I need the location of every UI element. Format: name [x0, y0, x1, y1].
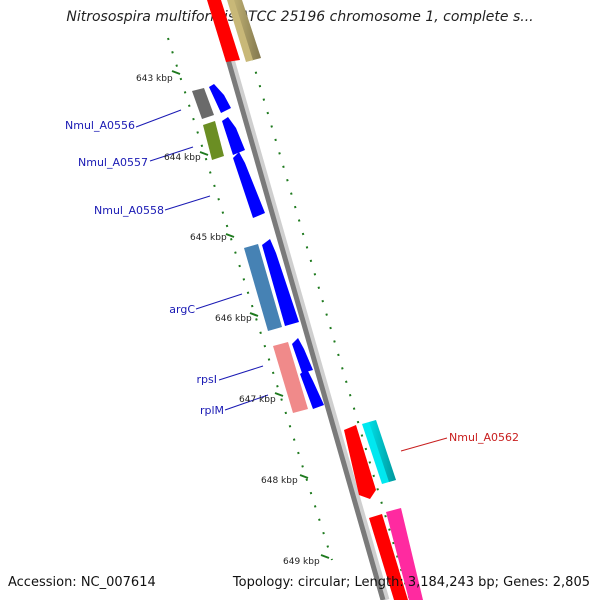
gene-label-nmul-a0556[interactable]: Nmul_A0556	[65, 119, 135, 132]
callout-lines	[135, 109, 269, 411]
tick-marks	[171, 70, 330, 559]
gene-cyan-nmul-a0562-shade	[369, 420, 396, 482]
callout-nmul-a0558	[164, 195, 211, 211]
gene-label-nmul-a0562[interactable]: Nmul_A0562	[449, 431, 519, 444]
gene-cds-nmul-a0558	[233, 152, 265, 218]
backbone	[208, 0, 386, 600]
tick-label-645: 645 kbp	[190, 233, 227, 243]
tick-649	[320, 554, 330, 559]
callout-argc	[195, 293, 243, 310]
map-title: Nitrosospira multiformis ATCC 25196 chro…	[66, 9, 534, 25]
gene-label-rplm[interactable]: rplM	[200, 404, 224, 417]
gene-tan-top-shade	[234, 0, 261, 60]
tick-label-648: 648 kbp	[261, 476, 298, 486]
gene-olive-nmul-a0557	[203, 121, 224, 160]
gene-cds-argc	[262, 239, 299, 326]
tick-label-644: 644 kbp	[164, 153, 201, 163]
outer-guide-line	[239, 17, 411, 600]
gene-cds-nmul-a0557	[222, 117, 245, 155]
gene-steelblue-argc	[244, 244, 282, 331]
gene-gray-nmul-a0556	[192, 88, 214, 119]
tick-643	[171, 70, 181, 75]
gene-label-argc[interactable]: argC	[169, 303, 195, 316]
tick-646	[249, 312, 259, 317]
tick-644	[199, 151, 209, 156]
gene-label-nmul-a0558[interactable]: Nmul_A0558	[94, 204, 164, 217]
tick-label-646: 646 kbp	[215, 314, 252, 324]
tick-645	[225, 233, 235, 238]
gene-cds-nmul-a0556	[209, 84, 231, 113]
gene-salmon-rpsi	[273, 342, 308, 413]
callout-nmul-a0556	[135, 109, 182, 128]
gene-red-nmul-a0561	[344, 425, 376, 499]
tick-648	[299, 474, 309, 479]
tick-label-647: 647 kbp	[239, 395, 276, 405]
tick-647	[274, 392, 284, 397]
gene-features	[192, 0, 423, 600]
tick-label-649: 649 kbp	[283, 557, 320, 567]
gene-pink-bottom	[386, 508, 423, 600]
gene-label-nmul-a0557[interactable]: Nmul_A0557	[78, 156, 148, 169]
gene-cds-rpsi	[292, 338, 313, 373]
gene-red-top	[207, 0, 240, 62]
gene-red-bottom	[369, 514, 408, 600]
tick-label-643: 643 kbp	[136, 74, 173, 84]
callout-nmul-a0562	[400, 437, 448, 452]
accession-label: Accession: NC_007614	[8, 575, 156, 590]
gene-cds-rplm	[300, 369, 324, 409]
callout-rpsi	[218, 365, 264, 381]
callout-nmul-a0557	[149, 146, 194, 162]
genome-summary: Topology: circular; Length: 3,184,243 bp…	[232, 575, 590, 590]
gene-label-rpsi[interactable]: rpsI	[197, 373, 217, 386]
callout-rplm	[224, 394, 269, 411]
backbone-shadow	[210, 0, 390, 600]
